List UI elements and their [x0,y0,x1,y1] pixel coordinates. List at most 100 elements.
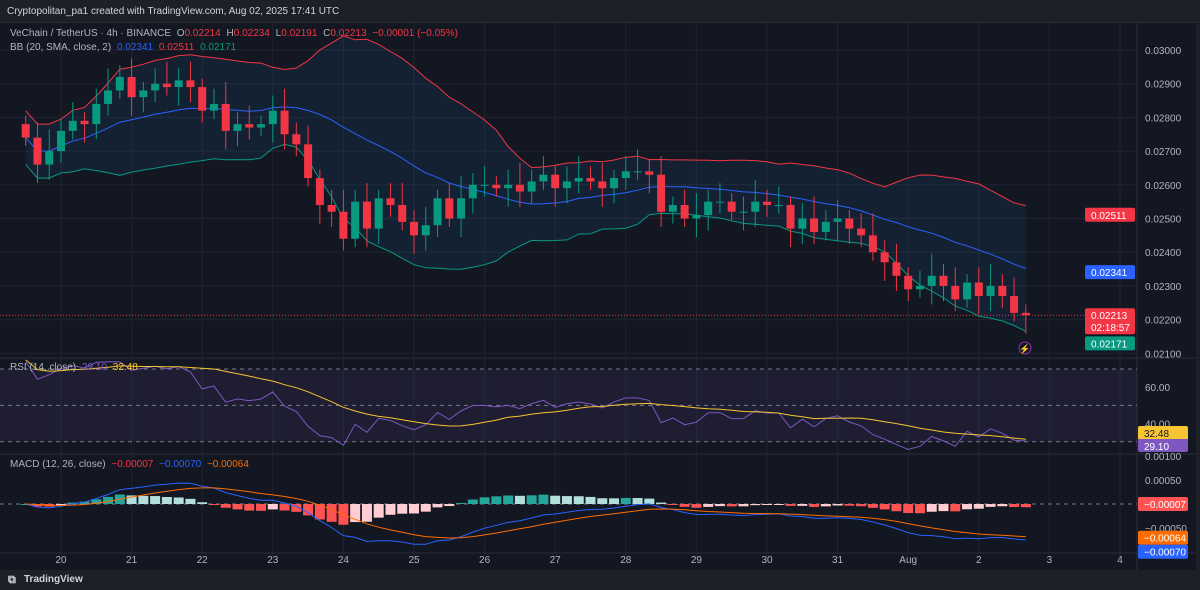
x-tick-label: 20 [55,555,67,566]
macd-tick-label: 0.00050 [1145,476,1182,487]
candle-body [1010,296,1019,313]
candle-body [633,171,642,173]
macd-histogram-bar [997,504,1008,507]
candle-body [445,198,454,219]
candle-body [162,83,171,88]
bb-legend: BB (20, SMA, close, 2) 0.02341 0.02511 0… [10,42,239,53]
macd-histogram-bar [538,494,549,504]
macd-tick-label: −0.00050 [1145,524,1187,535]
candle-body [257,124,266,128]
rsi-ma-value: 32.48 [112,362,138,373]
macd-histogram-bar [32,504,43,507]
macd-histogram-bar [962,504,973,510]
candle-body [80,120,89,125]
macd-histogram-bar [385,504,396,515]
candle-body [104,90,113,104]
bb-label[interactable]: BB (20, SMA, close, 2) [10,42,112,53]
candle-body [715,201,724,203]
candle-body [833,218,842,222]
rsi-label[interactable]: RSI (14, close) [10,362,77,373]
candle-body [139,90,148,98]
macd-histogram-bar [644,498,655,504]
lightning-icon [1018,341,1032,355]
macd-histogram-bar [914,504,925,514]
macd-histogram-bar [973,504,984,509]
x-tick-label: 31 [832,555,844,566]
candle-body [562,181,571,189]
macd-histogram-bar [879,504,890,510]
macd-histogram-bar [820,504,831,507]
macd-histogram-bar [432,504,443,508]
y-tick-label: 0.03000 [1145,46,1182,57]
candle-body [845,218,854,229]
x-tick-label: 26 [479,555,491,566]
macd-histogram-bar [832,504,843,506]
bb-basis-line [25,106,1027,269]
macd-histogram-bar [950,504,961,512]
macd-histogram-bar [467,499,478,504]
macd-histogram-bar [56,504,66,505]
candle-body [209,103,218,111]
brand-name[interactable]: TradingView [24,574,83,585]
candle-body [892,262,901,276]
candle-body [327,205,336,212]
x-tick-label: 22 [197,555,209,566]
symbol-label[interactable]: VeChain / TetherUS · 4h · BINANCE [10,28,171,39]
macd-histogram-bar [938,504,949,512]
credit-line: Cryptopolitan_pa1 created with TradingVi… [7,6,340,17]
candle-body [904,275,913,290]
candle-body [174,80,183,88]
y-tick-label: 0.02400 [1145,248,1182,259]
candle-body [457,198,466,219]
candle-body [21,124,30,138]
candle-body [645,171,654,175]
lightning-glyph: ⚡ [1019,343,1030,355]
candle-body [515,184,524,192]
candle-body [680,205,689,219]
macd-histogram-bar [738,504,749,507]
macd-histogram-bar [809,504,820,507]
candle-body [433,198,442,226]
macd-histogram-bar [314,504,325,520]
candle-body [774,205,783,207]
macd-histogram-bar [714,504,725,507]
candle-body [374,198,383,229]
candle-body [598,181,607,189]
macd-histogram-bar [150,496,161,504]
macd-hist-tag-bg [1138,497,1188,511]
candle-body [198,87,207,111]
macd-histogram-bar [785,504,796,506]
macd-histogram-bar [161,497,172,504]
candle-body [527,181,536,192]
macd-label[interactable]: MACD (12, 26, close) [10,459,106,470]
y-tick-label: 0.02100 [1145,349,1182,360]
bb-basis-tag-bg [1085,265,1135,280]
macd-line [25,482,1026,545]
candle-body [810,218,819,232]
chart-svg[interactable]: 20 21 22 23 24 25 26 27 28 29 30 31 Aug 2 3 40.030000.0… [0,23,1196,571]
candle-body [798,218,807,229]
macd-legend: MACD (12, 26, close) −0.00007 −0.00070 −… [10,459,252,470]
bb-lower-tag: 0.02171 [1091,339,1128,350]
macd-histogram-bar [91,499,102,504]
y-tick-label: 0.02600 [1145,181,1182,192]
close-value: 0.02213 [330,28,367,39]
candle-body [233,124,242,131]
y-tick-label: 0.02200 [1145,316,1182,327]
macd-histogram-bar [126,495,137,504]
x-tick-label: 30 [761,555,773,566]
chart-area[interactable]: 20 21 22 23 24 25 26 27 28 29 30 31 Aug 2 3 4 0.03000 0.0… [0,22,1196,571]
candle-body [362,201,371,229]
macd-histogram-bar [750,504,761,506]
low-value: 0.02191 [281,28,318,39]
candle-body [410,221,418,236]
candle-body [268,110,277,125]
macd-histogram-bar [138,495,149,504]
candle-body [939,275,948,286]
macd-histogram-bar [303,504,314,516]
macd-histogram-bar [1009,504,1020,507]
y-tick-label: 0.02800 [1145,113,1182,124]
macd-histogram-bar [561,496,572,504]
macd-histogram-bar [703,504,714,507]
